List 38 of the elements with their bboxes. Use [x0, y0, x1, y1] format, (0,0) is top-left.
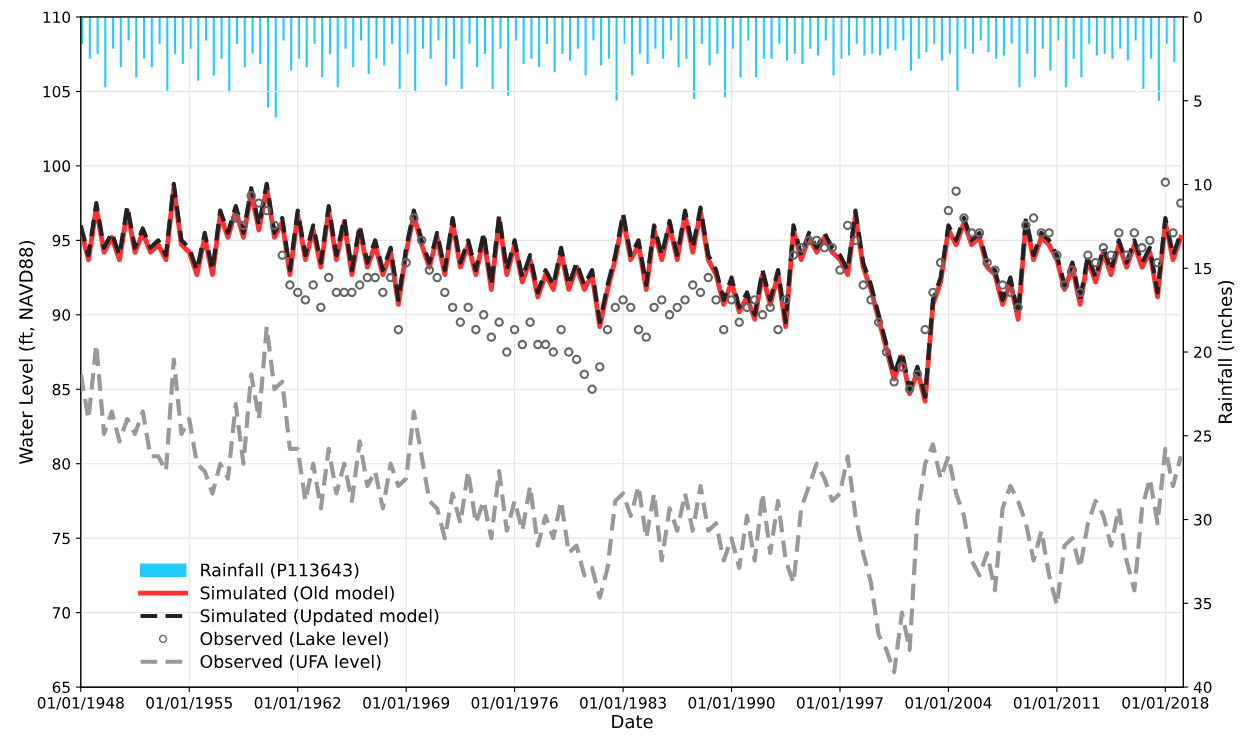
y-axis-title: Water Level (ft, NAVD88)	[18, 241, 35, 464]
y-tick-label: 105	[43, 85, 70, 98]
y2-tick-label: 5	[1194, 95, 1202, 107]
y2-tick-label: 20	[1194, 346, 1212, 359]
y2-tick-label: 30	[1194, 514, 1212, 526]
y2-tick-label: 15	[1194, 262, 1212, 275]
y-tick-label: 85	[52, 383, 70, 396]
y-tick-label: 65	[52, 681, 70, 694]
x-tick-label: 01/01/1955	[146, 697, 232, 710]
y2-axis-title: Rainfall (inches)	[1218, 280, 1235, 423]
y2-tick-label: 25	[1194, 430, 1212, 442]
x-tick-label: 01/01/2004	[905, 697, 992, 710]
y-tick-label: 75	[52, 532, 70, 545]
x-tick-label: 01/01/1969	[363, 697, 450, 710]
legend-label: Rainfall (P113643)	[201, 563, 359, 579]
x-tick-label: 01/01/1948	[37, 697, 124, 710]
y-tick-label: 70	[52, 607, 71, 619]
x-tick-label: 01/01/1990	[688, 697, 775, 710]
y2-tick-label: 40	[1193, 681, 1212, 694]
x-tick-label: 01/01/1983	[580, 697, 666, 710]
legend-label: Simulated (Updated model)	[200, 608, 439, 626]
y-tick-label: 100	[43, 160, 71, 172]
y-tick-label: 95	[52, 234, 70, 247]
y2-tick-label: 35	[1194, 597, 1212, 610]
y-tick-label: 90	[52, 309, 71, 321]
y2-tick-label: 10	[1194, 178, 1212, 191]
x-tick-label: 01/01/2011	[1013, 697, 1100, 710]
x-tick-label: 01/01/1976	[471, 697, 558, 710]
legend-label: Observed (UFA level)	[200, 654, 381, 671]
legend-label: Observed (Lake level)	[200, 631, 388, 648]
x-tick-label: 01/01/2018	[1122, 697, 1209, 710]
legend-label: Simulated (Old model)	[200, 586, 394, 602]
x-tick-label: 01/01/1997	[796, 697, 883, 710]
x-tick-label: 01/01/1962	[254, 697, 341, 710]
y2-tick-label: 0	[1194, 11, 1202, 23]
y-tick-label: 110	[43, 11, 71, 23]
y-tick-label: 80	[52, 458, 71, 470]
x-axis-title: Date	[612, 714, 653, 729]
